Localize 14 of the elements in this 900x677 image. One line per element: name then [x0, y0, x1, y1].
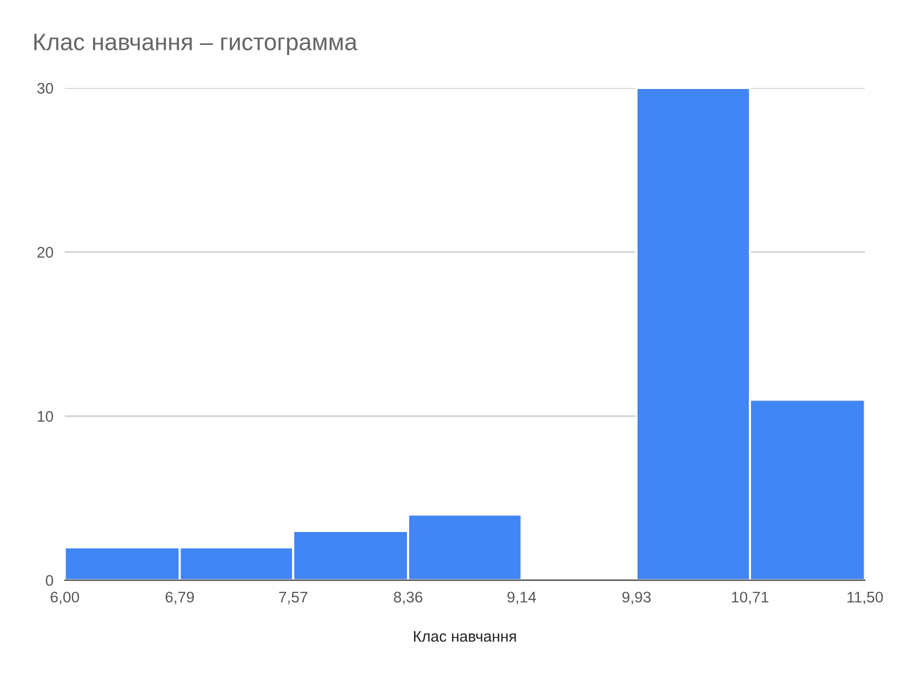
- x-axis-title: Клас навчання: [414, 631, 516, 642]
- y-tick-label: 30: [37, 82, 54, 94]
- x-tick-label: 10,71: [732, 592, 768, 604]
- x-tick-label: 9,93: [622, 592, 651, 604]
- y-tick-label: 10: [38, 410, 54, 422]
- x-tick-label: 6,00: [50, 592, 80, 604]
- y-tick-label: 20: [37, 246, 54, 258]
- chart-title: Клас навчання – гистограмма: [34, 34, 358, 56]
- x-tick-label: 11,50: [848, 592, 883, 604]
- x-tick-label: 9,14: [507, 592, 536, 604]
- y-tick-label: 0: [46, 575, 54, 586]
- x-tick-label: 7,57: [279, 592, 308, 604]
- x-tick-label: 8,36: [394, 592, 422, 604]
- x-tick-label: 6,79: [166, 592, 194, 604]
